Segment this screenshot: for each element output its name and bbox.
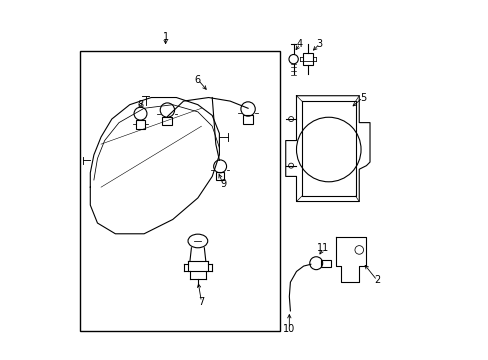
Text: 4: 4 [296, 39, 303, 49]
Bar [303, 53, 313, 65]
Text: 8: 8 [137, 100, 143, 110]
Text: 9: 9 [220, 179, 225, 189]
Bar [215, 172, 224, 180]
Bar [80, 51, 280, 330]
Text: 5: 5 [359, 93, 365, 103]
Text: 1: 1 [162, 32, 168, 41]
Text: 11: 11 [317, 243, 329, 253]
Bar [320, 260, 330, 267]
Text: 6: 6 [194, 75, 201, 85]
Text: 10: 10 [283, 324, 295, 334]
Text: 7: 7 [198, 297, 204, 307]
Bar [162, 117, 172, 125]
Text: 2: 2 [373, 275, 380, 285]
Text: 3: 3 [316, 39, 322, 49]
Bar [136, 120, 144, 129]
Bar [243, 116, 253, 124]
